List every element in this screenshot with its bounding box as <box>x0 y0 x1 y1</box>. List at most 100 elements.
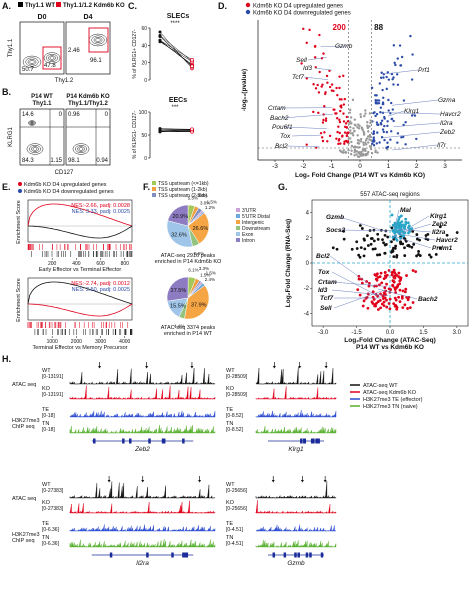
volcano-point <box>354 145 357 149</box>
volcano-point <box>386 124 389 128</box>
volcano-point <box>355 153 358 156</box>
volcano-point <box>343 131 347 134</box>
leader-line <box>399 234 436 241</box>
region-point <box>391 249 395 253</box>
region-point <box>391 229 395 233</box>
volcano-point <box>377 99 381 102</box>
tick-label: 100 <box>139 110 148 116</box>
panel-letter: F. <box>143 182 150 192</box>
tick-label: -3 <box>272 163 278 170</box>
legend-label: Thy1.1/1.2 Kdm6b KO <box>63 3 125 9</box>
volcano-point <box>312 110 315 114</box>
volcano-point <box>382 130 386 134</box>
volcano-point <box>324 117 328 120</box>
region-point <box>418 254 422 257</box>
volcano-point <box>381 101 385 104</box>
gene-label: Crtam <box>268 105 286 112</box>
peak-arrowhead <box>107 480 111 483</box>
legend-label: Kdm6b KO D4 downregulated genes <box>253 11 351 17</box>
volcano-point <box>342 149 346 152</box>
tick-label: 40 <box>141 43 147 49</box>
quadrant-value: 84.3 <box>22 158 34 164</box>
volcano-point <box>326 140 329 143</box>
track-name: TN <box>42 421 49 427</box>
exon <box>300 438 303 444</box>
track-name: KO <box>42 500 51 506</box>
volcano-point <box>380 136 384 139</box>
region-point <box>355 240 359 244</box>
exon <box>171 552 174 558</box>
panel-letter: G. <box>278 182 288 192</box>
legend-marker <box>18 182 22 186</box>
track-range: [0-6.36] <box>42 541 60 547</box>
contour <box>95 38 101 42</box>
volcano-point <box>385 87 388 91</box>
gene-label: Prdm1 <box>432 245 453 252</box>
region-point <box>391 279 395 283</box>
region-point <box>396 284 400 288</box>
slice-label: 20.9% <box>173 214 189 220</box>
gene-label: Gzmb <box>326 214 344 221</box>
volcano-point <box>364 141 367 145</box>
track-range: [0-28509] <box>226 392 248 398</box>
pair-line <box>159 129 193 132</box>
volcano-point <box>305 143 308 146</box>
volcano-point <box>356 126 359 129</box>
region-point <box>358 255 362 259</box>
region-point <box>407 231 410 235</box>
gene-label: Sell <box>296 57 307 64</box>
volcano-point <box>321 83 324 86</box>
volcano-point <box>368 133 372 137</box>
volcano-point <box>385 75 388 79</box>
volcano-point <box>367 135 370 138</box>
region-point <box>383 286 387 290</box>
volcano-point <box>353 148 357 152</box>
exon <box>122 438 125 444</box>
row-label: H3K27me3 <box>12 532 40 538</box>
volcano-point <box>378 82 382 85</box>
region-point <box>434 253 438 256</box>
volcano-point <box>336 130 339 134</box>
volcano-point <box>349 125 352 129</box>
gene-label: Tox <box>318 269 330 276</box>
volcano-point <box>338 98 342 101</box>
region-point <box>393 286 397 290</box>
track-name: TN <box>42 535 49 541</box>
volcano-point <box>364 139 368 142</box>
slice-label: 1.5% <box>206 271 216 276</box>
volcano-point <box>325 74 329 78</box>
volcano-point <box>356 146 359 149</box>
volcano-point <box>386 120 389 123</box>
axis-label: Early Effector vs Terminal Effector <box>39 267 122 273</box>
volcano-point <box>365 152 369 155</box>
pie-slice <box>187 212 210 245</box>
volcano-point <box>374 114 377 118</box>
tick-label: 4000 <box>119 339 130 345</box>
region-point <box>382 300 386 304</box>
volcano-point <box>352 145 355 149</box>
region-point <box>376 308 380 311</box>
region-point <box>407 224 411 228</box>
tick-label: 600 <box>96 261 105 267</box>
plot-subtitle: Thy1.1 <box>32 101 52 107</box>
region-point <box>390 271 394 274</box>
signal-track <box>69 385 216 400</box>
axis-label: -log₁₀(pvalue) <box>241 69 248 111</box>
peak-arrowhead <box>198 480 202 483</box>
leader-line <box>381 112 441 115</box>
exon <box>320 552 324 558</box>
volcano-point <box>345 115 349 119</box>
region-point <box>418 238 421 242</box>
region-point <box>404 287 408 291</box>
volcano-point <box>383 124 386 128</box>
volcano-point <box>375 121 379 124</box>
leader-line <box>393 209 400 231</box>
signal-track <box>255 366 337 385</box>
leader-line <box>391 99 439 106</box>
region-point <box>365 280 368 283</box>
volcano-point <box>362 141 365 144</box>
tick-label: -2 <box>304 286 310 292</box>
leader-line <box>331 271 382 299</box>
region-point <box>355 247 359 250</box>
volcano-point <box>351 131 354 135</box>
